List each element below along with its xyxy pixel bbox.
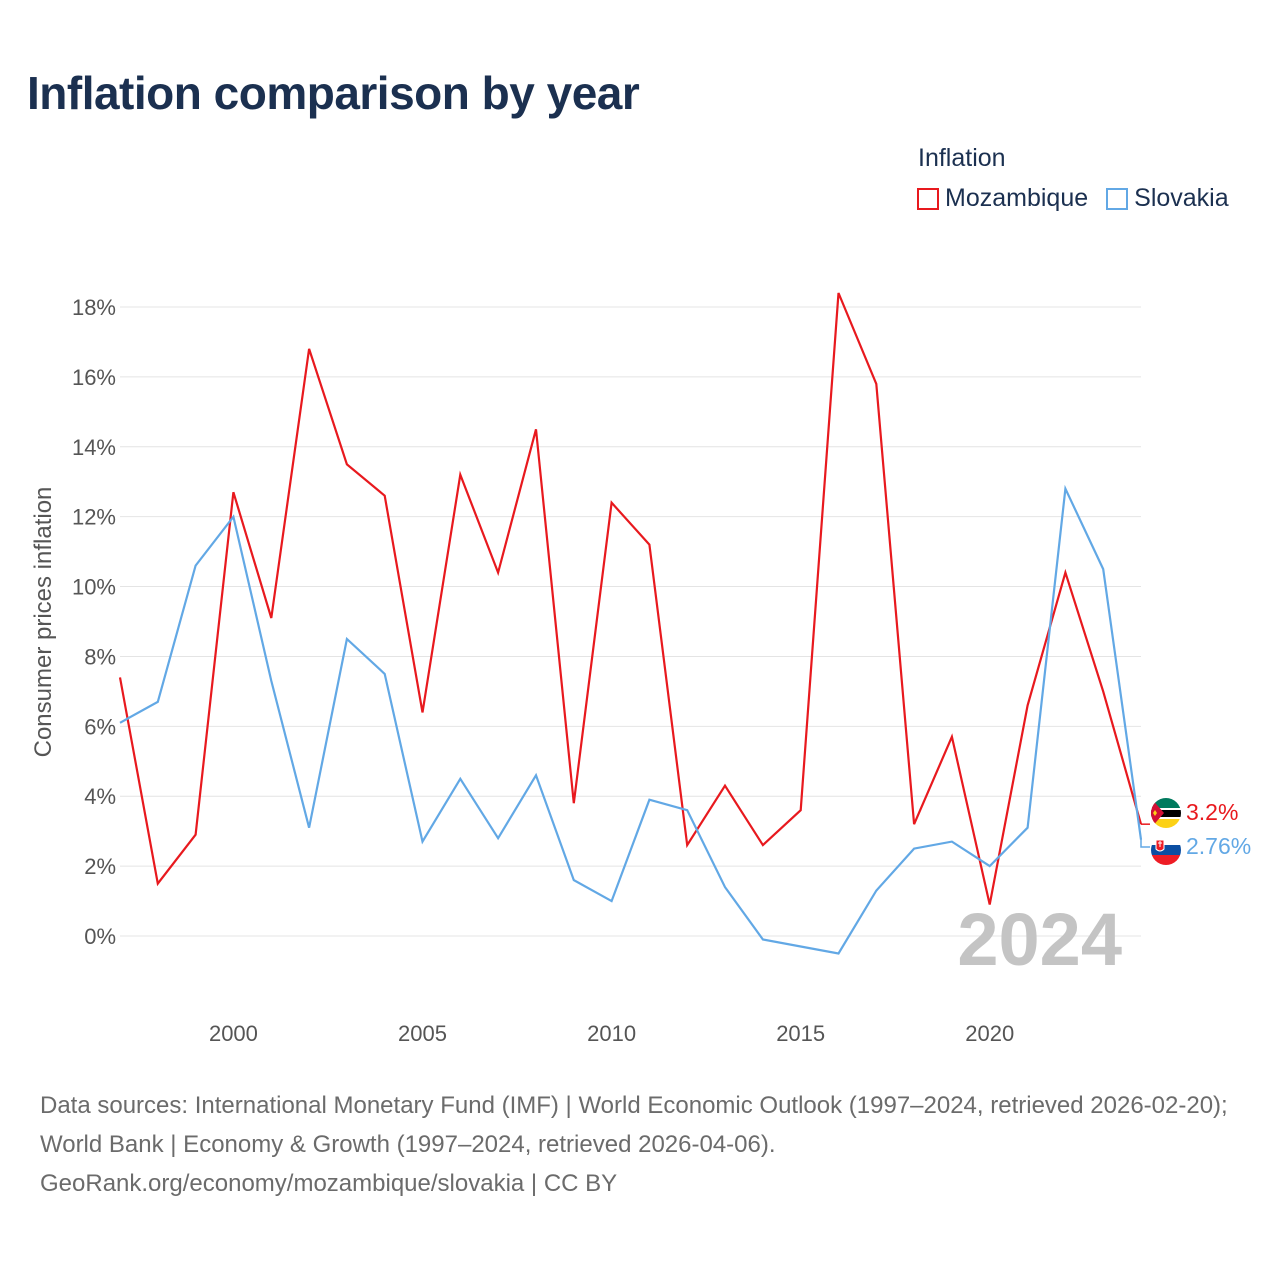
mozambique-flag-icon [1151,798,1181,828]
legend-label-mozambique: Mozambique [945,184,1089,212]
x-tick-label: 2000 [209,1021,258,1046]
series-lines [118,292,1143,955]
footer: Data sources: International Monetary Fun… [40,1086,1255,1203]
y-axis-ticks: 0% 2% 4% 6% 8% 10% 12% 14% 16% 18% [72,295,116,949]
y-tick-label: 18% [72,295,116,320]
y-tick-label: 2% [84,854,116,879]
y-tick-label: 4% [84,784,116,809]
grid-lines [120,306,1141,937]
legend: Mozambique Slovakia [917,184,1247,213]
end-label-slovakia: 2.76% [1186,833,1251,859]
y-axis-label: Consumer prices inflation [30,487,57,758]
end-label-mozambique: 3.2% [1186,799,1238,825]
y-tick-label: 16% [72,365,116,390]
y-tick-label: 10% [72,575,116,600]
legend-swatch-mozambique [917,187,939,210]
x-axis-ticks: 2000 2005 2010 2015 2020 [209,1021,1014,1046]
legend-title: Inflation [918,144,1006,172]
x-tick-label: 2010 [587,1021,636,1046]
legend-label-slovakia: Slovakia [1134,184,1229,212]
y-tick-label: 6% [84,714,116,739]
y-tick-label: 12% [72,505,116,530]
footer-attribution[interactable]: GeoRank.org/economy/mozambique/slovakia … [40,1170,618,1197]
series-line-mozambique [118,292,1143,905]
slovakia-flag-icon [1151,835,1181,865]
x-tick-label: 2005 [398,1021,447,1046]
year-watermark: 2024 [957,898,1122,981]
series-line-slovakia [119,484,1143,955]
legend-item-mozambique[interactable]: Mozambique [917,184,1088,213]
legend-swatch-slovakia [1106,187,1129,210]
y-tick-label: 14% [72,435,116,460]
connector-slovakia [1140,839,1150,848]
footer-sources: Data sources: International Monetary Fun… [40,1092,1228,1158]
x-tick-label: 2015 [776,1021,825,1046]
y-tick-label: 0% [84,924,116,949]
x-tick-label: 2020 [965,1021,1014,1046]
legend-item-slovakia[interactable]: Slovakia [1106,184,1229,213]
chart-title: Inflation comparison by year [27,67,640,119]
line-chart: 0%2%4%6%8%10%12%14%16%18% 2000 2005 2010 20… [30,292,1251,1046]
y-tick-label: 8% [84,644,116,669]
